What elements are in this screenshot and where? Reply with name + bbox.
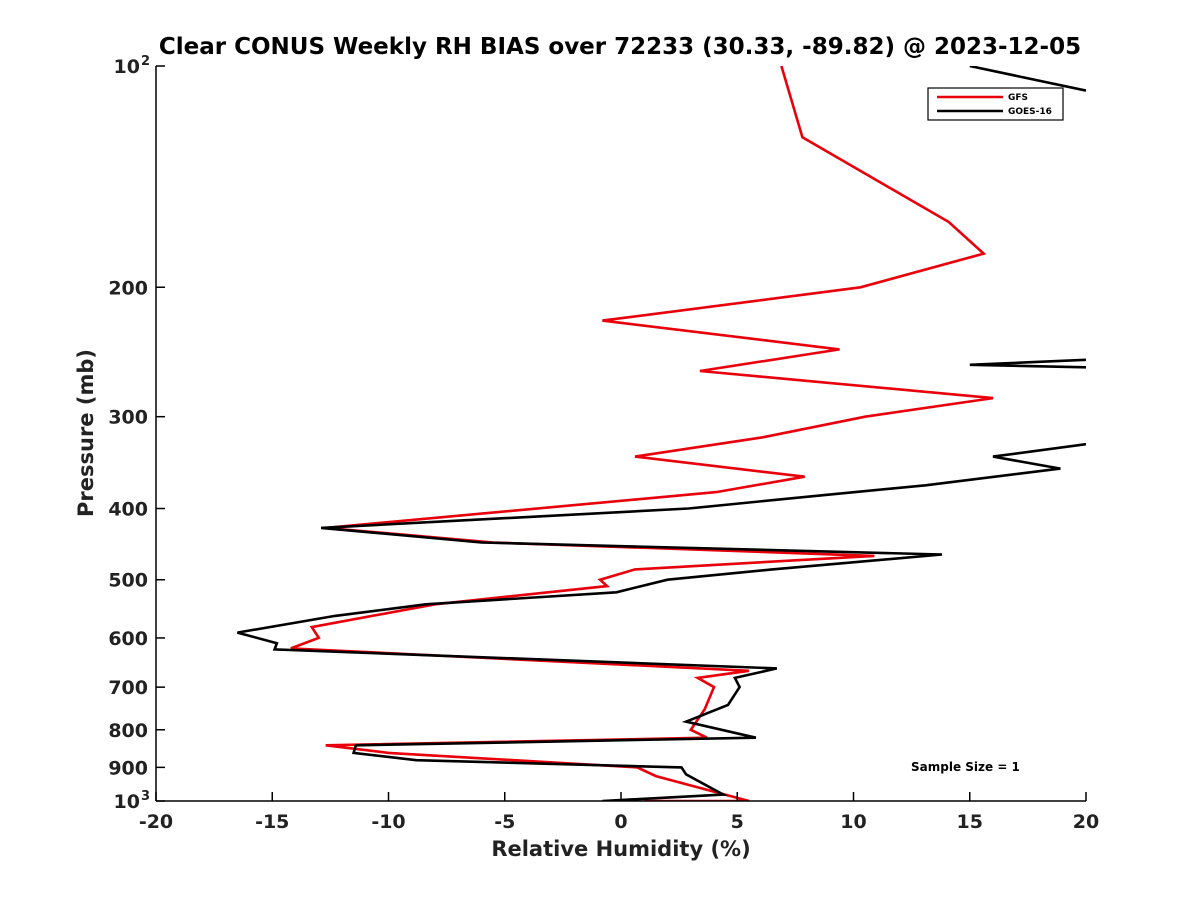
- x-axis-label: Relative Humidity (%): [491, 837, 750, 861]
- y-tick-label: 10: [114, 791, 140, 813]
- y-tick-label: 500: [108, 570, 148, 592]
- y-tick-label: 200: [108, 277, 148, 299]
- legend: GFS GOES-16: [927, 87, 1064, 121]
- y-tick-label: 400: [108, 499, 148, 521]
- y-tick-label: 300: [108, 407, 148, 429]
- y-tick-label: 700: [108, 677, 148, 699]
- x-tick-label: 5: [731, 811, 744, 833]
- legend-label-goes16: GOES-16: [1008, 107, 1052, 117]
- chart-title: Clear CONUS Weekly RH BIAS over 72233 (3…: [159, 34, 1081, 60]
- y-tick-label: 10: [114, 56, 140, 78]
- x-tick-label: -15: [255, 811, 289, 833]
- series-layer: [237, 66, 1086, 801]
- x-tick-label: 0: [614, 811, 627, 833]
- y-tick-label: 800: [108, 720, 148, 742]
- sample-size-annotation: Sample Size = 1: [911, 760, 1020, 774]
- legend-label-gfs: GFS: [1008, 93, 1028, 103]
- x-tick-label: 15: [957, 811, 983, 833]
- y-axis-label: Pressure (mb): [74, 349, 98, 517]
- y-tick-exponent: 2: [141, 54, 150, 69]
- x-tick-label: 20: [1073, 811, 1099, 833]
- x-ticks: -20 -15 -10 -5 0 5 10 15 20: [139, 792, 1099, 833]
- series-line-goes16: [237, 66, 1086, 801]
- y-tick-label: 900: [108, 757, 148, 779]
- x-tick-label: 10: [840, 811, 866, 833]
- x-tick-label: -20: [139, 811, 173, 833]
- legend-box: [927, 87, 1064, 121]
- x-tick-label: -5: [494, 811, 515, 833]
- x-tick-label: -10: [371, 811, 405, 833]
- y-tick-label: 600: [108, 628, 148, 650]
- y-tick-exponent: 3: [141, 789, 150, 804]
